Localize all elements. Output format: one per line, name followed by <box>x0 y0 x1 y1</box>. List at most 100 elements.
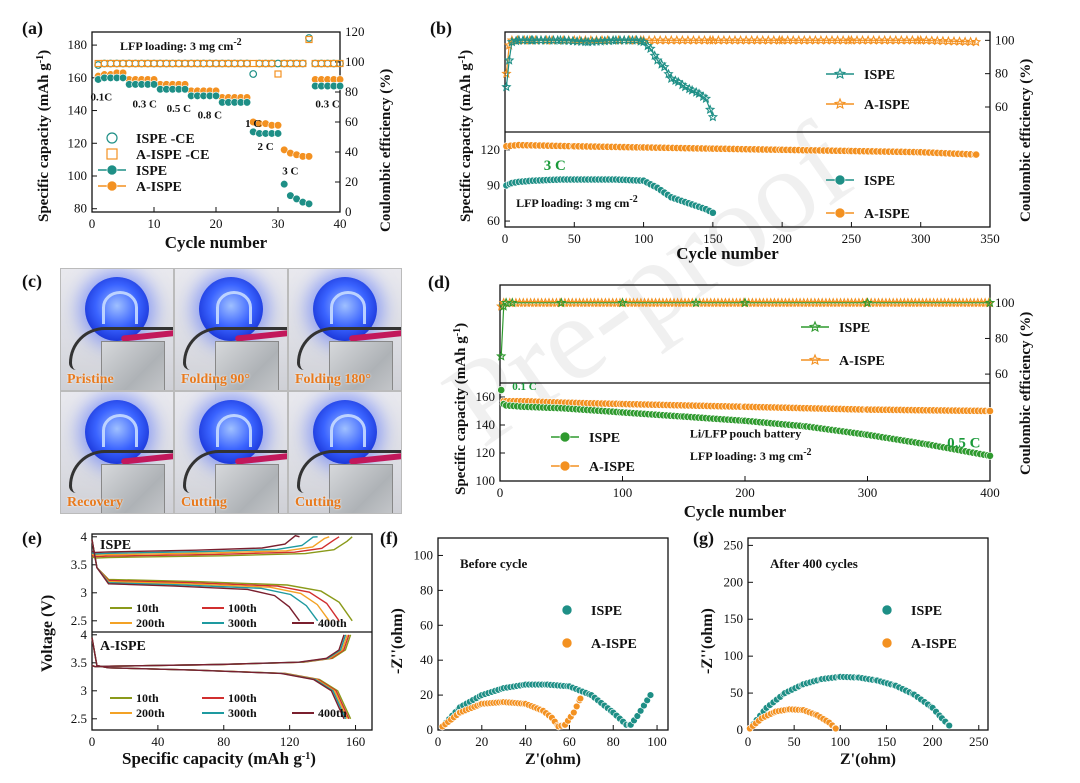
panel-d-x-tick-label: 200 <box>735 485 755 500</box>
panel-b-ispe-ce-point <box>635 35 646 46</box>
panel-f-aispe-point <box>570 708 578 717</box>
panel-d-legend-top-aispe-marker <box>808 353 822 366</box>
ispe-ce-point <box>94 61 103 69</box>
panel-a-y2-tick-label: 0 <box>345 204 352 219</box>
panel-a-legend-ispe-label: ISPE <box>136 164 167 179</box>
panel-g-tag: (g) <box>693 528 714 549</box>
panel-a-ylabel: Specific capacity (mAh g-1) <box>35 50 53 222</box>
panel-e-legend-label: 400th <box>318 616 347 630</box>
panel-b-ispe-ce-point <box>506 36 518 47</box>
panel-d-y-top-tick-label: 80 <box>995 330 1008 345</box>
panel-a-rate-label: 1 C <box>245 118 261 130</box>
panel-d-legend-top-ispe-label: ISPE <box>839 321 870 336</box>
panel-e-tag: (e) <box>22 528 42 549</box>
panel-d-ylabel-right: Coulombic efficiency (%) <box>1018 312 1034 475</box>
panel-b-aispe-ce-point <box>704 34 716 45</box>
panel-a-rate-label: 3 C <box>282 165 298 177</box>
ispe-capacity-point <box>242 98 252 107</box>
panel-e-y-bottom-tick-label: 4 <box>81 627 88 642</box>
panel-a-y-tick-label: 100 <box>68 168 88 183</box>
panel-d-legend-bottom-aispe-label: A-ISPE <box>589 460 635 475</box>
panel-b-ispe-ce-point <box>704 104 716 115</box>
panel-b-tag: (b) <box>430 18 452 39</box>
panel-e-y-bottom-tick-label: 3.5 <box>71 655 87 670</box>
panel-d-ispe-ce-point <box>739 297 751 308</box>
panel-g-y-tick-label: 200 <box>724 574 744 589</box>
panel-b-y-top-tick-label: 80 <box>995 66 1008 81</box>
panel-e-legend-label: 100th <box>228 601 257 615</box>
panel-d-y-bottom-tick-label: 100 <box>476 473 496 488</box>
aispe-ce-point <box>268 59 276 68</box>
panel-a-legend-aispe-ce-label: A-ISPE -CE <box>136 148 210 163</box>
panel-b-y-bottom-tick-label: 60 <box>487 213 500 228</box>
panel-a-xlabel: Cycle number <box>165 233 268 252</box>
panel-a-legend-ispe-ce-label: ISPE -CE <box>136 132 195 147</box>
panel-e-x-tick-label: 0 <box>89 734 96 749</box>
panel-f-aispe-point <box>572 702 581 711</box>
panel-d-x-tick-label: 300 <box>858 485 878 500</box>
pouch-cell <box>215 464 279 513</box>
panel-a-x-tick-label: 0 <box>89 216 96 231</box>
panel-d-ispe-ce-line <box>500 302 990 357</box>
ispe-capacity-point <box>211 91 221 100</box>
panel-e-legend-label: 300th <box>228 616 257 630</box>
pouch-cell <box>101 341 165 390</box>
panel-a-x-tick-label: 20 <box>210 216 223 231</box>
panel-b-aispe-capacity-point <box>972 150 981 159</box>
panel-a-legend-aispe-marker <box>106 180 118 192</box>
panel-b-legend-bottom-aispe-label: A-ISPE <box>864 207 910 222</box>
panel-g-y-tick-label: 100 <box>724 648 744 663</box>
led-pattern <box>330 291 366 324</box>
pouch-cell <box>329 464 393 513</box>
panel-d-y-bottom-tick-label: 160 <box>476 389 496 404</box>
panel-b-y-bottom-tick-label: 90 <box>487 177 500 192</box>
ispe-capacity-point <box>280 180 289 189</box>
panel-b-legend-top-ispe-marker <box>833 67 847 80</box>
panel-f-x-tick-label: 20 <box>475 734 488 749</box>
panel-d-ispe-capacity-point <box>986 451 994 460</box>
panel-g-y-tick-label: 250 <box>724 537 744 552</box>
panel-d-legend-bottom-ispe-label: ISPE <box>589 431 620 446</box>
ispe-ce-point <box>305 34 313 42</box>
panel-b-legend-top-aispe-marker <box>833 97 847 110</box>
led-pattern <box>216 414 252 447</box>
panel-b-ispe-ce-point <box>686 84 698 95</box>
panel-e-y-bottom-tick-label: 3 <box>81 683 88 698</box>
panel-b-x-tick-label: 350 <box>980 231 1000 246</box>
panel-f-ispe-point <box>646 691 655 699</box>
panel-d-legend-bottom-aispe-marker <box>559 460 571 472</box>
panel-b-x-tick-label: 150 <box>703 231 723 246</box>
panel-f-y-tick-label: 80 <box>420 582 433 597</box>
panel-f-y-tick-label: 60 <box>420 617 433 632</box>
panel-d-legend-bottom-ispe-marker <box>559 431 571 443</box>
panel-g-aispe-point <box>831 724 840 733</box>
panel-d-note2: LFP loading: 3 mg cm-2 <box>690 447 812 464</box>
panel-d-ispe-ce-point <box>862 297 873 308</box>
panel-b-legend-top-ispe-label: ISPE <box>864 68 895 83</box>
panel-g-ispe-point <box>945 721 953 730</box>
panel-e-legend-label: 400th <box>318 706 347 720</box>
panel-a-y-tick-label: 140 <box>68 103 88 118</box>
ispe-capacity-point <box>335 81 345 91</box>
panel-d-ispe-capacity-point <box>497 386 506 394</box>
panel-g-xlabel: Z'(ohm) <box>840 751 896 768</box>
panel-a-x-tick-label: 40 <box>334 216 347 231</box>
panel-g-y-tick-label: 0 <box>737 722 744 737</box>
panel-e-legend-label: 200th <box>136 616 165 630</box>
panel-e-discharge-curve <box>91 539 301 622</box>
panel-a-y2-tick-label: 40 <box>345 144 358 159</box>
panel-b-aispe-ce-point <box>912 34 924 45</box>
panel-b-aispe-ce-point <box>501 68 512 79</box>
ispe-capacity-point <box>180 85 190 94</box>
panel-d-ispe-ce-point <box>984 297 996 308</box>
panel-c-tag: (c) <box>22 271 42 292</box>
panel-a-y2-tick-label: 20 <box>345 174 358 189</box>
panel-b-legend-bottom-ispe-marker <box>834 174 846 186</box>
panel-a-x-tick-label: 10 <box>148 216 161 231</box>
panel-b-aispe-ce-point <box>843 34 854 45</box>
panel-e-ylabel: Voltage (V) <box>39 595 56 672</box>
panel-b-ispe-ce-point <box>510 35 522 46</box>
panel-e-legend-label: 200th <box>136 706 165 720</box>
panel-f-x-tick-label: 100 <box>647 734 667 749</box>
panel-f-y-tick-label: 100 <box>414 547 434 562</box>
